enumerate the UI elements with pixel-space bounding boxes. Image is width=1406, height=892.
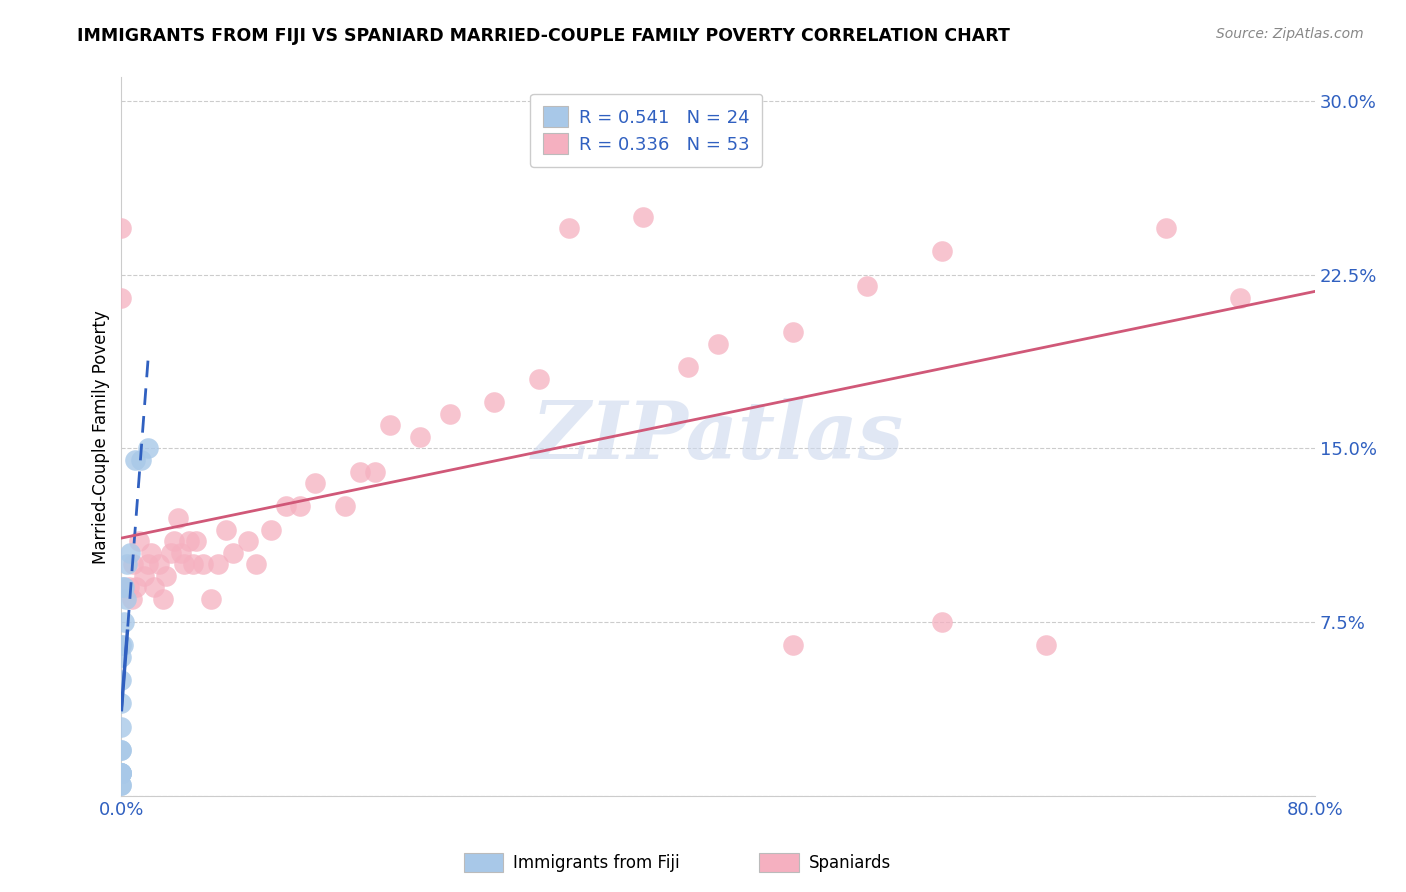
Point (136, 558, 159, 572)
Point (110, 766, 132, 780)
Point (117, 558, 139, 572)
Point (110, 720, 132, 734)
Point (167, 511, 190, 525)
Point (181, 558, 204, 572)
Point (484, 395, 506, 409)
Point (439, 407, 461, 421)
Point (207, 558, 229, 572)
Point (136, 442, 159, 456)
Point (152, 592, 174, 607)
Point (678, 360, 700, 375)
Point (1229, 291, 1251, 305)
Point (128, 534, 150, 549)
Point (110, 650, 132, 665)
Point (122, 558, 145, 572)
Point (364, 465, 387, 479)
Text: Spaniards: Spaniards (808, 854, 890, 871)
Point (125, 581, 148, 595)
Text: ZIPatlas: ZIPatlas (531, 398, 904, 475)
Point (155, 569, 177, 583)
Point (274, 500, 297, 514)
Point (290, 500, 312, 514)
Point (143, 581, 166, 595)
Point (782, 639, 804, 653)
Point (121, 592, 143, 607)
Point (110, 743, 132, 757)
Point (1035, 639, 1057, 653)
Point (378, 418, 401, 433)
Point (112, 581, 135, 595)
Point (335, 500, 357, 514)
Point (110, 778, 132, 792)
Point (118, 581, 141, 595)
Point (707, 337, 730, 351)
Point (159, 546, 181, 560)
Point (856, 279, 879, 293)
Point (349, 465, 371, 479)
Point (132, 569, 155, 583)
Point (110, 291, 132, 305)
Point (110, 766, 132, 780)
Point (259, 523, 281, 537)
Point (110, 697, 132, 711)
Point (112, 615, 135, 630)
Point (200, 592, 222, 607)
Text: IMMIGRANTS FROM FIJI VS SPANIARD MARRIED-COUPLE FAMILY POVERTY CORRELATION CHART: IMMIGRANTS FROM FIJI VS SPANIARD MARRIED… (77, 27, 1010, 45)
Point (120, 546, 142, 560)
Point (115, 592, 138, 607)
Point (215, 523, 238, 537)
Point (238, 534, 260, 549)
Point (193, 558, 215, 572)
Point (129, 453, 152, 467)
Point (110, 673, 132, 688)
Point (110, 743, 132, 757)
Point (163, 534, 186, 549)
Point (110, 766, 132, 780)
Point (141, 546, 163, 560)
Point (111, 581, 134, 595)
Point (173, 558, 195, 572)
Point (184, 534, 207, 549)
Point (222, 546, 245, 560)
Point (558, 221, 581, 235)
Point (527, 372, 550, 386)
Point (110, 639, 132, 653)
Point (245, 558, 267, 572)
Text: Source: ZipAtlas.com: Source: ZipAtlas.com (1216, 27, 1364, 41)
Point (931, 244, 953, 259)
Point (110, 221, 132, 235)
Point (170, 546, 193, 560)
Point (1154, 221, 1177, 235)
Point (110, 766, 132, 780)
Point (931, 615, 953, 630)
Point (124, 453, 146, 467)
Point (110, 778, 132, 792)
Point (633, 210, 655, 224)
Point (304, 476, 326, 491)
Text: Immigrants from Fiji: Immigrants from Fiji (513, 854, 681, 871)
Point (148, 558, 170, 572)
Legend: R = 0.541   N = 24, R = 0.336   N = 53: R = 0.541 N = 24, R = 0.336 N = 53 (530, 94, 762, 167)
Point (177, 534, 200, 549)
Point (409, 430, 432, 444)
Point (111, 639, 134, 653)
Y-axis label: Married-Couple Family Poverty: Married-Couple Family Poverty (93, 310, 110, 564)
Point (110, 766, 132, 780)
Point (782, 326, 804, 340)
